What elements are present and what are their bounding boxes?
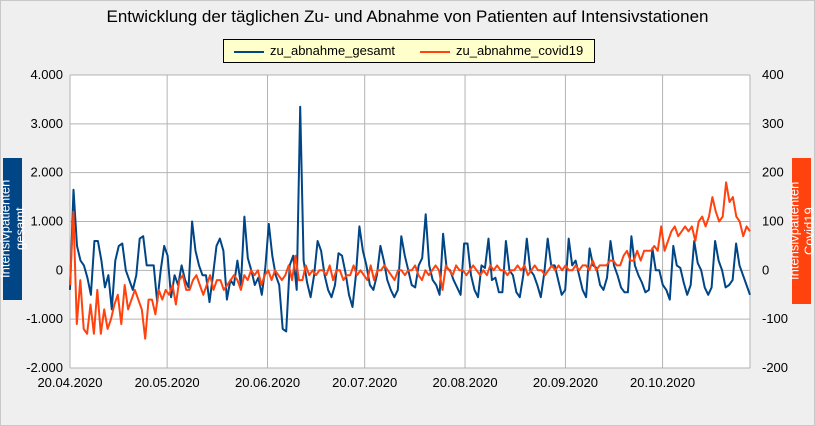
y-axis-label-left: Intensivpatienten gesamt	[0, 158, 28, 300]
y-tick-label-right: 0	[762, 262, 769, 277]
y-tick-label-right: 400	[762, 67, 784, 82]
legend-label-gesamt: zu_abnahme_gesamt	[270, 43, 396, 58]
chart-title: Entwicklung der täglichen Zu- und Abnahm…	[106, 7, 709, 26]
x-tick-label: 20.08.2020	[433, 375, 498, 390]
y-tick-label-right: 200	[762, 165, 784, 180]
x-tick-label: 20.10.2020	[630, 375, 695, 390]
x-tick-label: 20.06.2020	[235, 375, 300, 390]
y-tick-label-left: 3.000	[30, 116, 63, 131]
x-tick-label: 20.05.2020	[135, 375, 200, 390]
y-tick-label-right: -200	[762, 360, 788, 375]
y-tick-label-left: -1.000	[26, 311, 63, 326]
y-tick-label-left: 0	[56, 262, 63, 277]
x-tick-label: 20.09.2020	[533, 375, 598, 390]
legend-label-covid19: zu_abnahme_covid19	[456, 43, 584, 58]
series-line-zu_abnahme_gesamt	[69, 105, 751, 333]
legend-swatch-covid19	[420, 50, 450, 53]
legend-item-gesamt: zu_abnahme_gesamt	[234, 43, 395, 58]
y-axis-label-right: Intensivpatienten Covid19	[787, 158, 815, 304]
y-tick-label-left: -2.000	[26, 360, 63, 375]
y-tick-label-right: 100	[762, 214, 784, 229]
x-tick-label: 20.04.2020	[37, 375, 102, 390]
x-tick-label: 20.07.2020	[332, 375, 397, 390]
legend: zu_abnahme_gesamt zu_abnahme_covid19	[223, 39, 595, 63]
y-tick-label-left: 2.000	[30, 165, 63, 180]
y-tick-label-left: 4.000	[30, 67, 63, 82]
y-tick-label-right: 300	[762, 116, 784, 131]
legend-item-covid19: zu_abnahme_covid19	[420, 43, 583, 58]
y-tick-label-left: 1.000	[30, 214, 63, 229]
series-line-zu_abnahme_covid19	[69, 181, 751, 340]
y-tick-label-right: -100	[762, 311, 788, 326]
legend-swatch-gesamt	[234, 50, 264, 53]
